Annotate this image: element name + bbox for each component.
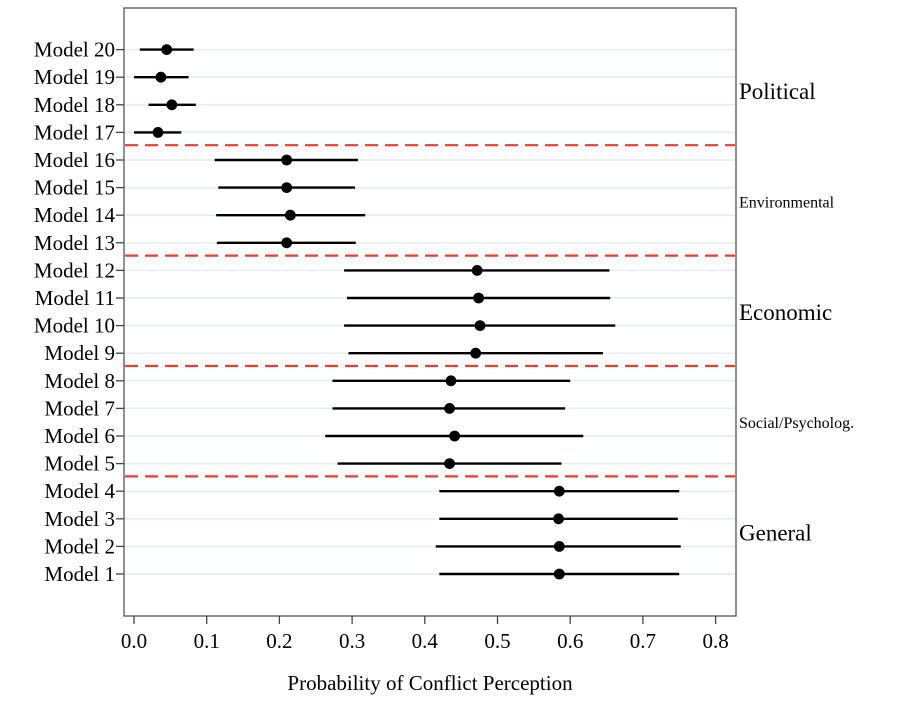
- point-estimates: [153, 44, 565, 579]
- point-estimate: [161, 44, 172, 55]
- point-estimate: [446, 375, 457, 386]
- group-label: General: [739, 521, 812, 546]
- y-tick-label: Model 17: [34, 120, 115, 144]
- y-tick-label: Model 3: [44, 507, 115, 531]
- point-estimate: [281, 155, 292, 166]
- x-tick-label: 0.3: [339, 629, 365, 653]
- x-tick-label: 0.4: [412, 629, 439, 653]
- x-tick-label: 0.8: [702, 629, 728, 653]
- point-estimate: [554, 541, 565, 552]
- point-estimate: [166, 99, 177, 110]
- point-estimate: [155, 72, 166, 83]
- y-axis-ticks: [116, 50, 124, 574]
- y-tick-label: Model 15: [34, 176, 115, 200]
- point-estimate: [281, 237, 292, 248]
- group-label: Economic: [739, 300, 832, 325]
- y-axis-labels: Model 1 Model 2 Model 3 Model 4 Model 5 Model…: [34, 38, 116, 586]
- y-tick-label: Model 12: [34, 258, 115, 282]
- point-estimate: [472, 265, 483, 276]
- group-separators: [125, 145, 735, 476]
- gridlines: [125, 50, 735, 574]
- plot-frame: [124, 8, 736, 616]
- point-estimate: [473, 293, 484, 304]
- y-tick-label: Model 1: [44, 562, 115, 586]
- x-tick-label: 0.2: [266, 629, 292, 653]
- y-tick-label: Model 9: [44, 341, 115, 365]
- group-label: Political: [739, 79, 816, 104]
- point-estimate: [444, 403, 455, 414]
- y-tick-label: Model 4: [44, 479, 115, 503]
- y-tick-label: Model 19: [34, 65, 115, 89]
- x-tick-label: 0.7: [630, 629, 656, 653]
- y-tick-label: Model 20: [34, 38, 115, 62]
- point-estimate: [153, 127, 164, 138]
- y-tick-label: Model 6: [44, 424, 115, 448]
- point-estimate: [553, 513, 564, 524]
- point-estimate: [444, 458, 455, 469]
- y-tick-label: Model 18: [34, 93, 115, 117]
- x-tick-label: 0.1: [194, 629, 220, 653]
- y-tick-label: Model 10: [34, 314, 115, 338]
- group-label: Social/Psycholog.: [739, 415, 854, 432]
- y-tick-label: Model 11: [35, 286, 115, 310]
- y-tick-label: Model 16: [34, 148, 115, 172]
- y-tick-label: Model 5: [44, 452, 115, 476]
- point-estimate: [449, 431, 460, 442]
- point-estimate: [285, 210, 296, 221]
- group-label: Environmental: [739, 194, 835, 211]
- y-tick-label: Model 8: [44, 369, 115, 393]
- point-estimate: [554, 569, 565, 580]
- x-axis-title: Probability of Conflict Perception: [287, 671, 573, 695]
- y-tick-label: Model 2: [44, 534, 115, 558]
- y-tick-label: Model 7: [44, 396, 115, 420]
- x-tick-label: 0.5: [484, 629, 510, 653]
- y-tick-label: Model 14: [34, 203, 116, 227]
- point-estimate: [554, 486, 565, 497]
- y-tick-label: Model 13: [34, 231, 115, 255]
- x-tick-label: 0.6: [557, 629, 583, 653]
- point-estimate: [281, 182, 292, 193]
- confidence-intervals: [134, 50, 681, 574]
- group-labels: General Social/Psycholog. Economic Environm…: [739, 79, 854, 546]
- x-tick-label: 0.0: [121, 629, 147, 653]
- point-estimate: [475, 320, 486, 331]
- x-axis-ticks: 0.0 0.1 0.2 0.3 0.4 0.5 0.6 0.7 0.8: [121, 616, 729, 653]
- point-estimate: [470, 348, 481, 359]
